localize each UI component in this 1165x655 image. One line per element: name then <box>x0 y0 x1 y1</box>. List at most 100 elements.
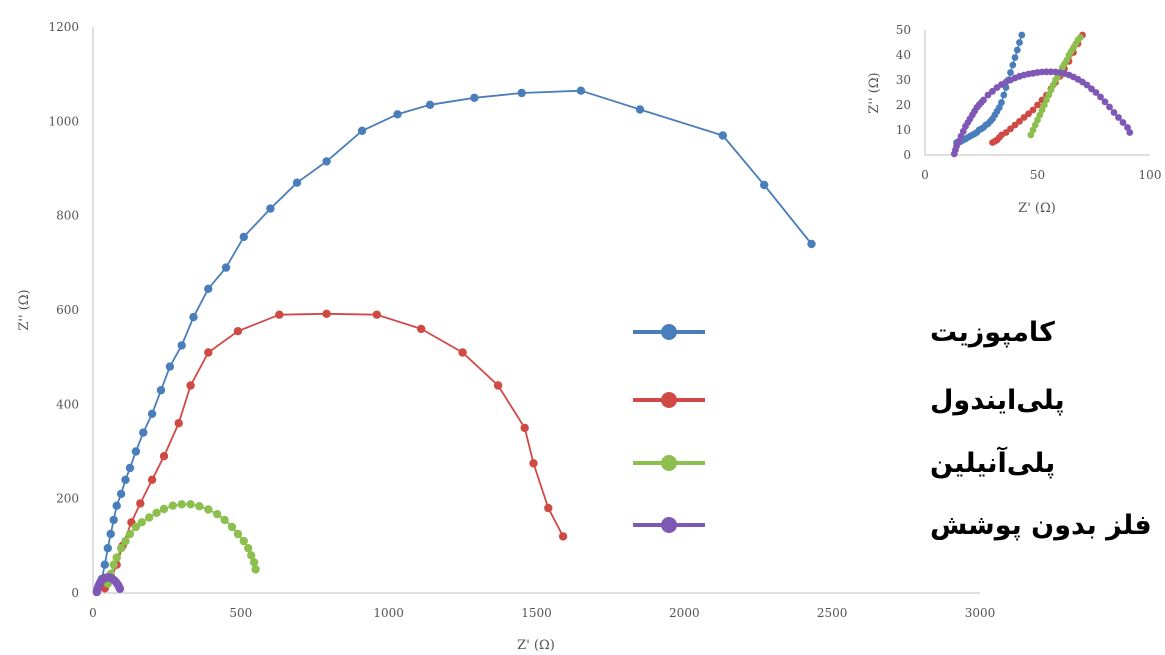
main-y-tick-label: 1000 <box>48 114 79 128</box>
legend-swatch-marker <box>661 324 677 340</box>
main-data-point <box>152 508 161 517</box>
main-data-point <box>177 341 186 350</box>
main-data-point <box>239 232 248 242</box>
main-data-point <box>251 565 260 574</box>
inset-chart: 0 10 20 30 40 50 0 50 100 Z' (Ω) Z'' (Ω) <box>867 23 1161 216</box>
inset-data-point <box>1088 85 1095 93</box>
main-y-tick-label: 600 <box>56 303 79 317</box>
main-data-point <box>322 157 331 166</box>
inset-data-point <box>1097 93 1104 101</box>
main-data-point <box>220 515 229 525</box>
inset-series-group <box>950 31 1134 158</box>
inset-data-point <box>1119 119 1127 126</box>
main-x-tick-label: 1500 <box>521 606 552 620</box>
main-data-point <box>186 381 195 390</box>
legend-item: پلی‌آنیلین <box>633 446 1055 479</box>
main-y-tick-label: 400 <box>56 397 79 411</box>
main-data-point <box>147 475 157 484</box>
inset-y-tick-label: 40 <box>896 48 911 62</box>
inset-data-point <box>1007 125 1014 133</box>
main-series-2 <box>103 500 260 588</box>
inset-data-point <box>1007 69 1014 76</box>
main-y-axis-label: Z'' (Ω) <box>17 289 32 330</box>
inset-series-2 <box>1027 34 1084 139</box>
main-data-point <box>372 310 381 319</box>
inset-data-point <box>1016 39 1023 46</box>
inset-x-tick-label: 0 <box>921 168 929 182</box>
main-x-tick-label: 2500 <box>817 606 848 620</box>
main-data-point <box>159 504 169 514</box>
main-data-point <box>116 489 126 499</box>
inset-data-point <box>1115 114 1122 121</box>
main-data-point <box>520 423 529 433</box>
inset-data-point <box>1025 110 1032 118</box>
inset-y-axis-label: Z'' (Ω) <box>867 72 882 113</box>
inset-x-tick-label: 50 <box>1030 168 1045 182</box>
main-data-point <box>417 324 426 334</box>
main-data-point <box>136 499 145 508</box>
main-data-point <box>121 475 130 484</box>
inset-data-point <box>1092 89 1100 96</box>
legend-swatch-marker <box>661 455 677 471</box>
main-data-point <box>168 501 177 510</box>
main-data-point <box>103 544 113 553</box>
main-y-tick-label: 200 <box>56 492 79 506</box>
legend-item: کامپوزیت <box>633 317 1055 348</box>
main-data-point <box>493 381 503 390</box>
main-x-tick-label: 3000 <box>965 606 996 620</box>
main-data-point <box>100 560 110 569</box>
main-data-point <box>204 505 213 514</box>
main-y-tick-labels: 0 200 400 600 800 1000 1200 <box>48 20 79 600</box>
main-data-point <box>292 178 302 187</box>
legend-item: فلز بدون پوشش <box>633 510 1152 541</box>
inset-x-tick-labels: 0 50 100 <box>921 168 1161 182</box>
inset-data-point <box>989 87 996 95</box>
main-data-point <box>125 529 135 539</box>
main-data-point <box>137 518 146 527</box>
main-data-point <box>145 513 154 522</box>
legend-label: پلی‌آنیلین <box>930 446 1055 479</box>
inset-data-point <box>1016 117 1023 125</box>
inset-data-point <box>1009 61 1017 69</box>
main-data-point <box>112 553 121 562</box>
main-data-point <box>121 536 130 546</box>
main-data-point <box>239 536 248 546</box>
main-data-point <box>156 386 166 395</box>
inset-data-point <box>1002 129 1010 136</box>
main-data-point <box>221 263 231 272</box>
inset-data-point <box>984 91 992 99</box>
inset-y-tick-label: 10 <box>896 123 911 137</box>
main-data-point <box>139 428 148 437</box>
legend-label: فلز بدون پوشش <box>930 510 1152 541</box>
legend-swatch-marker <box>661 392 677 408</box>
main-data-point <box>558 532 568 541</box>
inset-data-point <box>1029 106 1037 114</box>
main-data-point <box>115 584 125 593</box>
main-data-point <box>529 459 538 468</box>
main-x-tick-label: 0 <box>89 606 97 620</box>
legend-item: پلی‌ایندول <box>633 385 1065 416</box>
main-data-point <box>718 131 727 140</box>
main-series-1 <box>100 309 568 593</box>
inset-data-point <box>1018 31 1026 39</box>
inset-data-point <box>1034 101 1041 109</box>
main-data-point <box>174 419 183 428</box>
inset-data-point <box>980 96 987 104</box>
main-data-point <box>517 88 526 98</box>
main-data-point <box>249 558 259 567</box>
inset-x-axis-label: Z' (Ω) <box>1018 201 1056 216</box>
main-x-tick-label: 2000 <box>669 606 700 620</box>
inset-data-point <box>1011 54 1019 61</box>
inset-data-point <box>1011 121 1019 129</box>
main-data-point <box>576 86 586 95</box>
main-data-point <box>109 515 118 525</box>
main-data-point <box>131 447 141 456</box>
inset-data-point <box>1101 98 1109 106</box>
main-series-0 <box>97 86 816 584</box>
inset-data-point <box>1126 129 1134 136</box>
main-data-point <box>470 93 479 103</box>
main-data-point <box>116 544 126 553</box>
inset-y-tick-label: 50 <box>896 23 911 37</box>
